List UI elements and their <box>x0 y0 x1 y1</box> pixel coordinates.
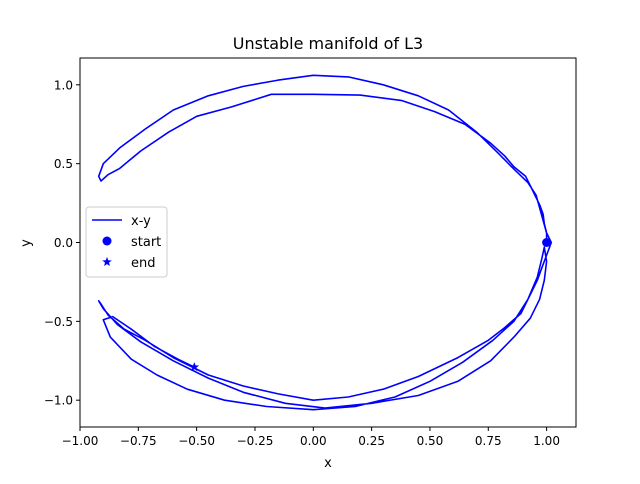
x-tick-label: 0.50 <box>417 434 444 448</box>
x-tick-label: −0.25 <box>237 434 274 448</box>
legend-start-swatch <box>102 236 112 246</box>
x-tick-label: 1.00 <box>533 434 560 448</box>
x-axis-ticks: −1.00 −0.75 −0.50 −0.25 0.00 0.25 0.50 0.75 1.00 <box>62 427 560 448</box>
legend-label-line: x-y <box>131 214 151 229</box>
legend: x-y start end <box>85 206 168 278</box>
legend-end-swatch <box>102 257 112 267</box>
y-tick-label: 0.5 <box>54 157 73 171</box>
y-tick-label: 0.0 <box>54 236 73 250</box>
series-line-x-y <box>97 74 553 411</box>
y-axis-label: y <box>19 239 34 247</box>
end-marker <box>189 362 200 372</box>
y-tick-label: −0.5 <box>44 315 73 329</box>
x-tick-label: −0.50 <box>178 434 215 448</box>
y-axis-ticks: −1.0 −0.5 0.0 0.5 1.0 <box>44 78 80 408</box>
x-tick-label: −1.00 <box>62 434 99 448</box>
plot-layer <box>97 74 553 411</box>
x-tick-label: 0.25 <box>358 434 385 448</box>
x-axis-label: x <box>324 456 332 471</box>
x-tick-label: 0.00 <box>300 434 327 448</box>
legend-label-end: end <box>131 256 156 271</box>
legend-label-start: start <box>131 235 161 250</box>
chart-title: Unstable manifold of L3 <box>233 34 423 53</box>
y-tick-label: −1.0 <box>44 394 73 408</box>
y-tick-label: 1.0 <box>54 78 73 92</box>
x-tick-label: −0.75 <box>120 434 157 448</box>
start-marker <box>542 238 552 247</box>
x-tick-label: 0.75 <box>475 434 502 448</box>
